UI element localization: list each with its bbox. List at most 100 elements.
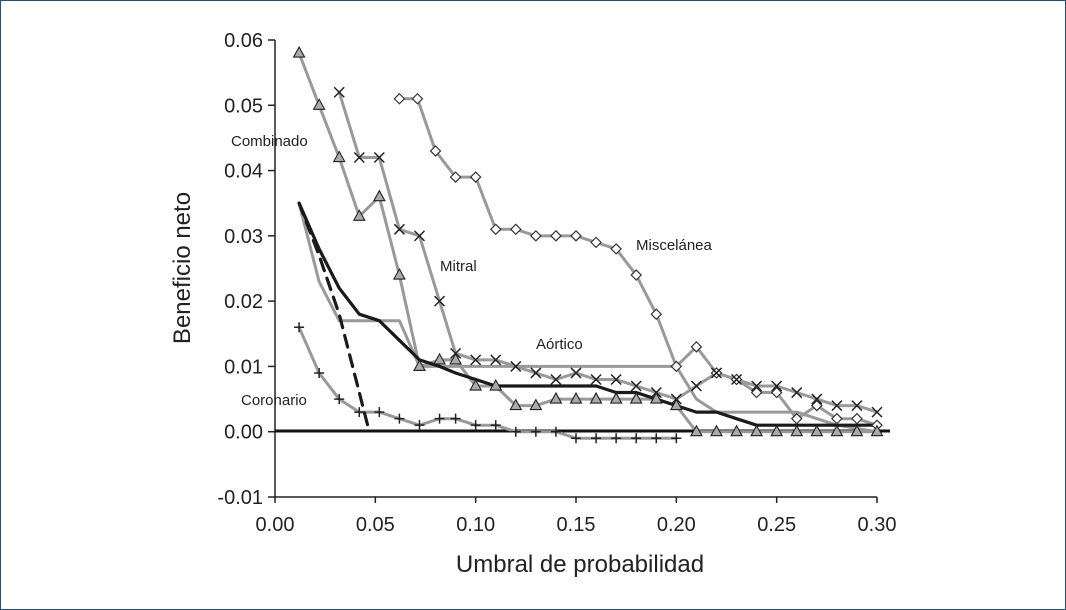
plus-marker [611, 433, 622, 444]
cross-marker [871, 406, 883, 418]
x-tick-label: 0.00 [256, 514, 295, 536]
plus-marker [510, 426, 521, 437]
plus-marker [374, 407, 385, 418]
cross-marker [811, 393, 823, 405]
series-line-combinado [337, 90, 879, 414]
cross-marker [333, 86, 345, 98]
triangle-marker [372, 189, 386, 202]
plus-marker [354, 407, 365, 418]
annotation-label: Mitral [440, 258, 477, 275]
triangle-marker [649, 391, 663, 404]
y-axis-title: Beneficio neto [169, 192, 196, 344]
diamond-marker [810, 399, 823, 412]
cross-marker [690, 380, 702, 392]
cross-marker [530, 367, 542, 379]
x-tick-label: 0.05 [356, 514, 395, 536]
diamond-marker [570, 230, 582, 242]
y-tick-label: 0.04 [224, 161, 263, 183]
diamond-marker [590, 236, 602, 249]
diamond-marker [790, 412, 803, 425]
series-layer [297, 51, 879, 440]
y-tick-label: 0.01 [224, 356, 263, 378]
cross-marker [570, 367, 582, 379]
triangle-marker [549, 391, 563, 404]
plus-marker [671, 433, 682, 444]
triangle-marker [312, 98, 326, 110]
triangle-marker [730, 424, 743, 437]
series-line-reference-6 [297, 201, 371, 434]
plus-marker [530, 426, 541, 437]
triangle-marker [413, 359, 426, 371]
triangle-marker [449, 352, 463, 365]
plus-marker [631, 433, 642, 444]
triangle-marker [569, 391, 583, 404]
triangle-marker [710, 424, 723, 437]
cross-marker [630, 380, 642, 392]
annotations: Combinado Mitral Miscelánea Aórtico Coronari… [231, 133, 713, 409]
x-tick-label: 0.10 [456, 514, 495, 536]
diamond-marker [509, 223, 522, 236]
cross-marker [470, 354, 482, 366]
diamond-marker [610, 243, 622, 255]
triangle-marker [870, 424, 884, 437]
triangle-marker [433, 352, 446, 365]
plus-marker [490, 420, 501, 431]
plus-marker [414, 420, 425, 431]
cross-marker [373, 151, 385, 164]
triangle-marker [790, 424, 804, 437]
diamond-marker [449, 171, 462, 183]
cross-marker [550, 373, 562, 386]
plus-marker [571, 433, 581, 444]
cross-marker [771, 380, 783, 392]
diamond-marker [630, 269, 643, 281]
triangle-marker [332, 150, 346, 163]
cross-marker [353, 151, 365, 164]
y-tick-label: 0.00 [224, 422, 263, 444]
plus-marker [470, 420, 481, 431]
annotation-label: Coronario [241, 392, 307, 409]
annotation-label: Combinado [231, 133, 308, 150]
diamond-marker [489, 223, 502, 236]
triangle-marker [750, 424, 764, 437]
plus-marker [450, 413, 461, 424]
series-line-a-rtico [297, 201, 879, 434]
triangle-marker [669, 398, 683, 411]
cross-marker [851, 400, 863, 412]
diamond-marker [429, 145, 442, 157]
annotation-label: Miscelánea [636, 237, 713, 254]
triangle-marker [810, 424, 824, 437]
plus-marker [394, 413, 405, 424]
cross-marker [751, 380, 763, 392]
cross-marker [434, 295, 446, 307]
y-tick-label: -0.01 [217, 487, 263, 509]
diamond-marker [750, 386, 763, 399]
x-axis-title: Umbral de probabilidad [456, 551, 704, 578]
diamond-marker [690, 340, 703, 353]
triangle-marker [629, 391, 643, 404]
annotation-label: Aórtico [536, 336, 583, 353]
triangle-marker [589, 391, 603, 404]
cross-marker [791, 387, 803, 399]
plus-marker [334, 394, 345, 405]
triangle-marker [689, 424, 703, 437]
triangle-marker [830, 424, 844, 437]
triangle-marker [609, 391, 623, 404]
x-tick-label: 0.20 [657, 514, 696, 536]
cross-marker [393, 223, 405, 235]
triangle-marker [770, 424, 784, 437]
diamond-marker [770, 386, 783, 399]
plus-marker [434, 413, 445, 424]
diamond-marker [469, 171, 482, 183]
plus-marker [651, 433, 662, 444]
y-tick-label: 0.05 [224, 95, 263, 117]
triangle-marker [850, 424, 864, 437]
diamond-marker [393, 92, 406, 105]
triangle-marker [292, 45, 306, 58]
cross-marker [610, 373, 622, 386]
cross-marker [510, 360, 522, 372]
series-line-reference-5 [297, 201, 879, 427]
triangle-marker [489, 378, 503, 391]
cross-marker [413, 230, 426, 242]
